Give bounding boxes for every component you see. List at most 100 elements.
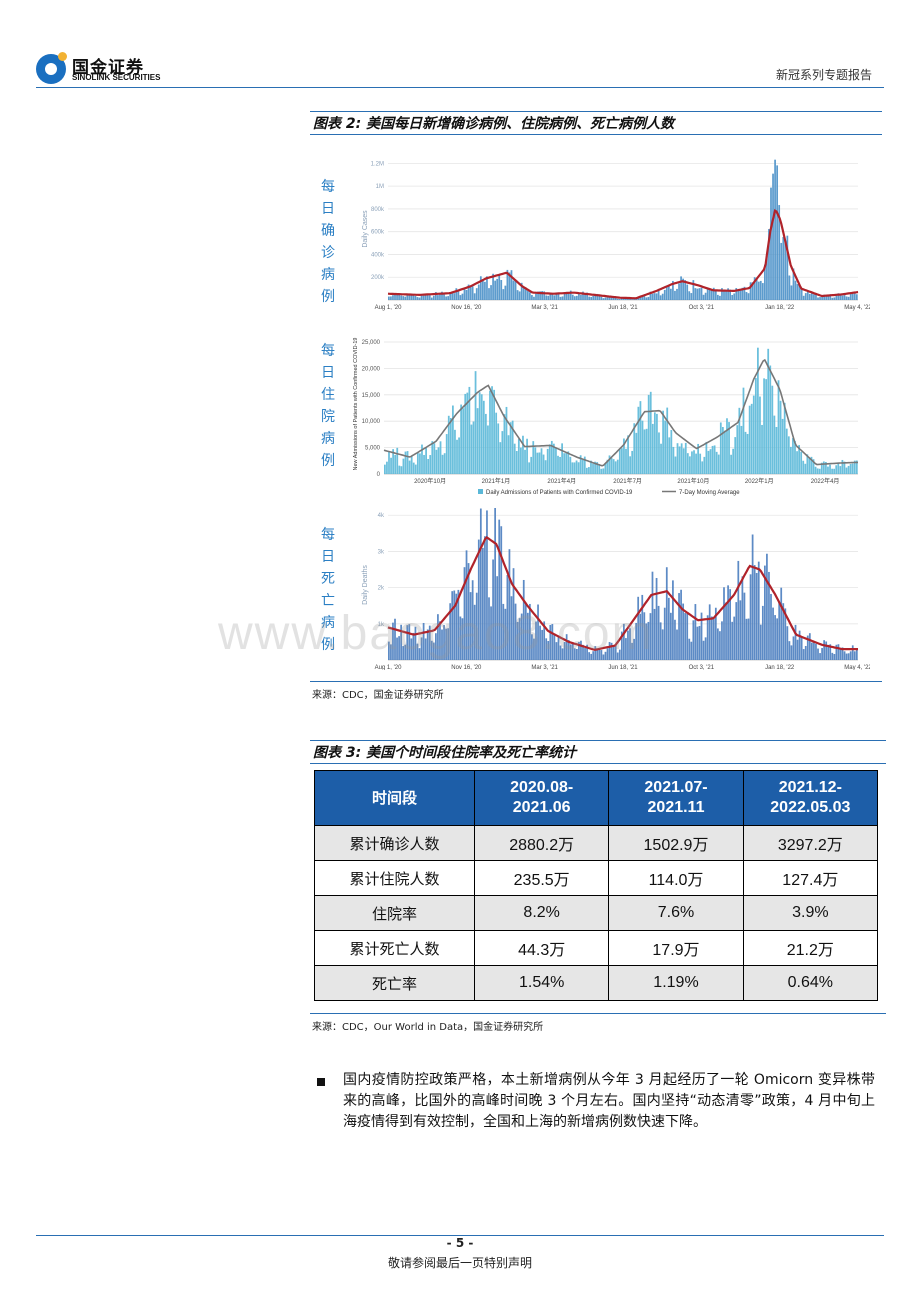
bar (808, 293, 811, 300)
bar (853, 293, 856, 300)
bar (710, 616, 713, 660)
bar (690, 293, 693, 300)
bar (647, 621, 650, 660)
bar (637, 596, 640, 660)
bar (653, 412, 656, 474)
x-tick-label: 2022年4月 (811, 477, 840, 485)
bar (774, 615, 776, 660)
cases-y-axis-label: Daily Cases (362, 210, 369, 248)
bar (774, 159, 776, 300)
bar (841, 459, 844, 474)
bar (421, 444, 423, 474)
x-tick-label: May 4, '22 (844, 305, 870, 311)
bar (604, 651, 607, 660)
bar (608, 296, 611, 300)
bar (590, 296, 593, 300)
bar (620, 298, 623, 300)
bar (833, 468, 836, 474)
bar (449, 603, 452, 660)
bar (790, 285, 793, 300)
table-cell: 17.9万 (608, 930, 744, 966)
bar (532, 441, 535, 474)
bar (578, 641, 580, 660)
bar (492, 559, 494, 660)
bar (616, 652, 619, 660)
bar (458, 437, 460, 474)
bar (441, 629, 443, 660)
bar (737, 560, 740, 660)
bar (559, 456, 561, 474)
bar (770, 593, 772, 660)
bar (447, 296, 450, 300)
bar (668, 437, 671, 474)
bar (819, 297, 821, 300)
bar (686, 453, 689, 474)
bar (633, 423, 636, 474)
bar (565, 634, 568, 660)
bar (719, 631, 721, 660)
bar (849, 463, 852, 474)
bar (733, 616, 736, 660)
bar (571, 294, 574, 300)
bar (408, 295, 411, 300)
bar (780, 587, 783, 660)
bar (629, 456, 632, 474)
bar (682, 603, 685, 660)
bar (759, 396, 761, 474)
bar (590, 460, 592, 474)
bar (469, 287, 472, 300)
x-tick-label: May 4, '22 (844, 665, 870, 670)
bar (853, 460, 856, 474)
bar (441, 454, 444, 474)
bar (798, 284, 801, 300)
bar (526, 438, 528, 474)
bar (843, 461, 846, 474)
bar (565, 291, 568, 300)
bar (419, 453, 421, 474)
bar (582, 644, 584, 660)
bar (586, 644, 588, 660)
bar (641, 420, 644, 474)
bar (400, 466, 403, 474)
bar (787, 436, 790, 474)
bar (534, 447, 537, 474)
bar (657, 288, 660, 300)
bar (768, 571, 770, 660)
bar (759, 624, 762, 660)
bar (491, 386, 493, 474)
bar (582, 291, 584, 300)
bar (725, 602, 727, 660)
bar (555, 448, 557, 474)
bar (672, 580, 674, 660)
bar (416, 297, 419, 300)
bar (674, 456, 677, 474)
bar (806, 635, 809, 660)
table-row: 死亡率 1.54% 1.19% 0.64% (314, 965, 879, 1001)
bar (541, 629, 544, 660)
bar (388, 451, 390, 474)
table-cell: 44.3万 (473, 930, 610, 966)
bar (522, 579, 525, 660)
bar (422, 622, 425, 660)
deaths-y-ticks: 1k 2k 3k 4k (378, 513, 385, 628)
bar (800, 637, 803, 660)
bar (670, 288, 672, 300)
bar (757, 281, 760, 300)
bar (737, 290, 740, 300)
bar (831, 297, 834, 300)
bar (764, 264, 766, 300)
bar (717, 294, 719, 300)
bar (779, 400, 782, 474)
bar (647, 394, 650, 474)
bar (667, 597, 670, 660)
bar (400, 624, 403, 660)
bar (700, 612, 703, 660)
bar (469, 592, 472, 660)
bar (416, 452, 419, 474)
bar (541, 291, 544, 300)
bar (789, 446, 792, 474)
footer-divider (36, 1235, 884, 1236)
header-col-2: 2021.07- 2021.11 (608, 770, 744, 826)
bar (721, 288, 723, 300)
y-tick-label: 10,000 (362, 419, 381, 425)
